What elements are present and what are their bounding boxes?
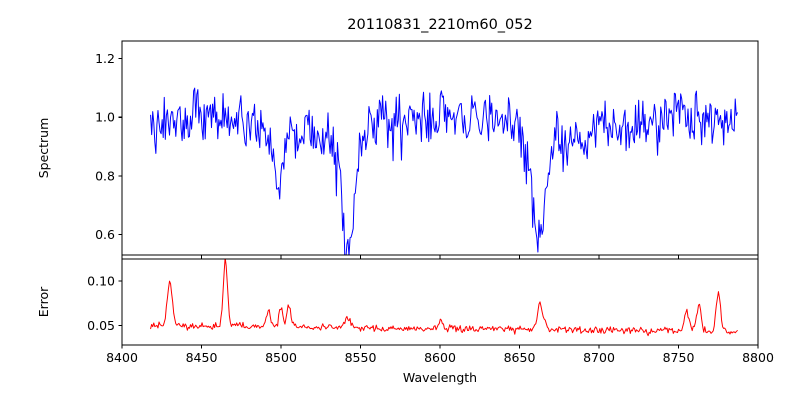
x-tick-label: 8400: [106, 350, 138, 365]
error-y-ticks: 0.05 0.10: [87, 274, 122, 333]
error-panel: 0.05 0.10 8400 8450 8500 8550 8600 8650 8700 875…: [36, 258, 774, 385]
spectrum-plot-area: [122, 41, 758, 255]
y-tick-label: 0.8: [95, 168, 115, 183]
x-tick-label: 8600: [424, 350, 456, 365]
y-tick-label: 1.0: [95, 110, 115, 125]
x-tick-label: 8750: [663, 350, 695, 365]
x-tick-label: 8800: [742, 350, 774, 365]
figure-title: 20110831_2210m60_052: [347, 17, 532, 33]
error-plot-area: [122, 259, 758, 345]
y-tick-label: 0.6: [95, 227, 115, 242]
x-tick-label: 8500: [265, 350, 297, 365]
x-tick-label: 8650: [504, 350, 536, 365]
error-line: [150, 259, 738, 337]
spectrum-y-ticks: 0.6 0.8 1.0 1.2: [95, 51, 122, 242]
x-tick-label: 8550: [345, 350, 377, 365]
x-tick-label: 8700: [583, 350, 615, 365]
x-tick-label: 8450: [186, 350, 218, 365]
y-tick-label: 0.05: [87, 318, 115, 333]
spectrum-line: [150, 87, 738, 255]
spectrum-x-ticks: [121, 255, 759, 259]
spectrum-panel: 0.6 0.8 1.0 1.2 Spectrum: [36, 40, 759, 259]
error-y-axis-label: Error: [36, 286, 51, 317]
error-x-ticks: 8400 8450 8500 8550 8600 8650 8700 8750 8800: [106, 345, 774, 365]
y-tick-label: 1.2: [95, 51, 115, 66]
spectrum-y-axis-label: Spectrum: [36, 118, 51, 179]
x-axis-label: Wavelength: [403, 370, 477, 385]
y-tick-label: 0.10: [87, 274, 115, 289]
